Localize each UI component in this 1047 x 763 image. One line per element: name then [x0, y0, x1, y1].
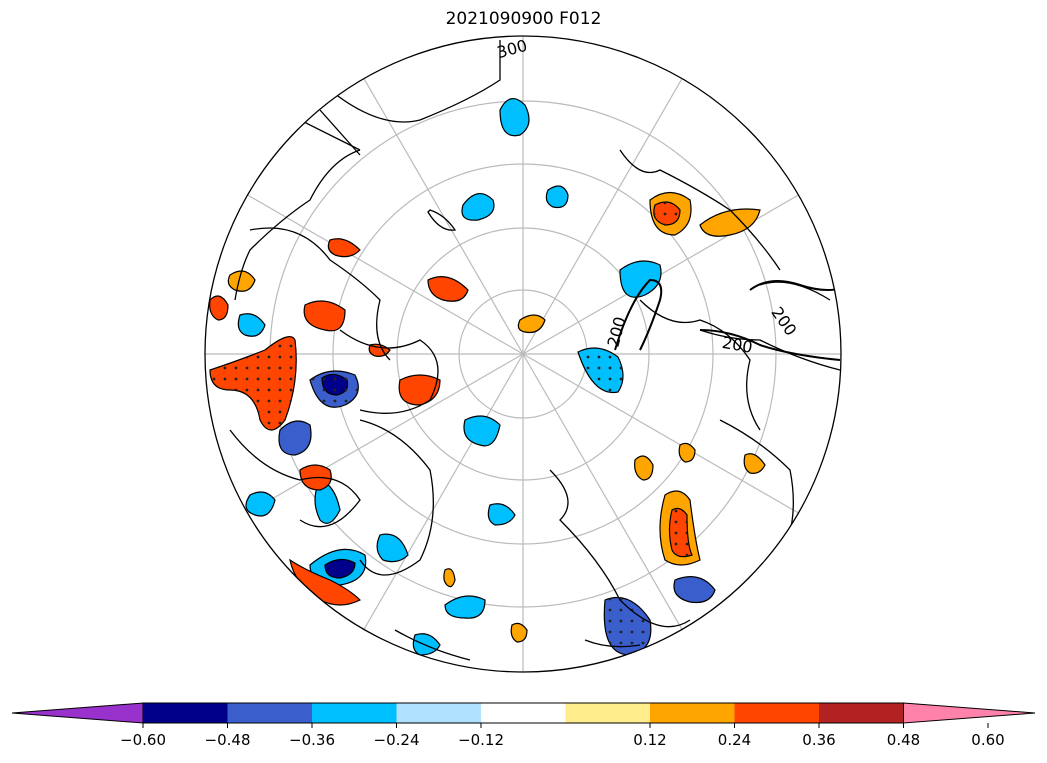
significance-stipple: [210, 201, 692, 655]
pos-blob: [517, 314, 546, 334]
colorbar-tick-label: −0.60: [120, 731, 166, 749]
pos-blob: [398, 374, 441, 406]
pos-blob: [443, 568, 456, 588]
neg-blob: [324, 558, 356, 579]
meridian-line: [236, 353, 524, 520]
colorbar-segment: [819, 703, 904, 723]
colorbar-tick-label: 0.60: [971, 731, 1004, 749]
neg-blob: [444, 595, 486, 619]
colorbar-segment: [565, 703, 650, 723]
neg-blob: [237, 313, 266, 337]
pos-blob: [303, 300, 346, 332]
pos-blob: [209, 295, 229, 321]
pos-blob: [699, 208, 761, 237]
pos-blob: [678, 442, 696, 463]
colorbar-segment: [312, 703, 397, 723]
colorbar-tick-label: −0.12: [458, 731, 504, 749]
meridian-line: [522, 188, 810, 355]
neg-blob: [463, 415, 501, 447]
map-boundary: [204, 35, 842, 673]
colorbar-segment: [734, 703, 819, 723]
colorbar-segment: [143, 703, 228, 723]
contour-label: 200: [721, 333, 754, 357]
pos-blob: [427, 276, 469, 302]
colorbar-extend-high: [903, 702, 1036, 724]
colorbar-segment: [481, 703, 566, 723]
contour-label: 300: [495, 36, 529, 62]
pos-blob: [634, 455, 654, 481]
polar-map: 200 200 200 300: [204, 35, 842, 673]
neg-blob: [487, 503, 516, 526]
neg-blob: [245, 491, 276, 517]
contour-labels: 200 200 200 300: [495, 36, 801, 357]
colorbar-segment: [396, 703, 481, 723]
pos-blob: [743, 453, 766, 474]
meridian-line: [522, 67, 689, 355]
colorbar-segment: [227, 703, 312, 723]
meridian-line: [522, 353, 689, 641]
pos-blob: [510, 622, 528, 643]
neg-blob: [499, 98, 530, 137]
neg-blob: [673, 576, 716, 604]
colorbar-segment: [650, 703, 735, 723]
colorbar-tick-label: 0.12: [633, 731, 666, 749]
meridian-line: [522, 353, 810, 520]
meridian-line: [236, 188, 524, 355]
colorbar-frame: [142, 702, 904, 724]
colorbar-tick-label: −0.36: [289, 731, 335, 749]
neg-blob: [412, 633, 441, 656]
colorbar-tick-label: 0.24: [718, 731, 751, 749]
colorbar-tick-label: −0.48: [205, 731, 251, 749]
colorbar-tick-label: 0.36: [802, 731, 835, 749]
colorbar-tick-label: 0.48: [887, 731, 920, 749]
colorbar-tick-label: −0.24: [374, 731, 420, 749]
pos-blob: [227, 270, 256, 292]
neg-blob: [278, 420, 312, 456]
meridian-line: [357, 67, 524, 355]
neg-blob: [314, 479, 341, 524]
neg-blob: [545, 185, 569, 209]
neg-blob: [461, 193, 495, 221]
meridian-line: [357, 353, 524, 641]
graticule: [205, 36, 841, 672]
pos-blob: [327, 238, 361, 258]
contour-label: 200: [604, 315, 630, 349]
colorbar-extend-low: [11, 702, 144, 724]
colorbar: −0.60 −0.48 −0.36 −0.24 −0.12 0.12 0.24 0.36 0.4…: [11, 702, 1036, 749]
map-title: 2021090900 F012: [445, 9, 602, 29]
neg-blob: [376, 533, 409, 563]
